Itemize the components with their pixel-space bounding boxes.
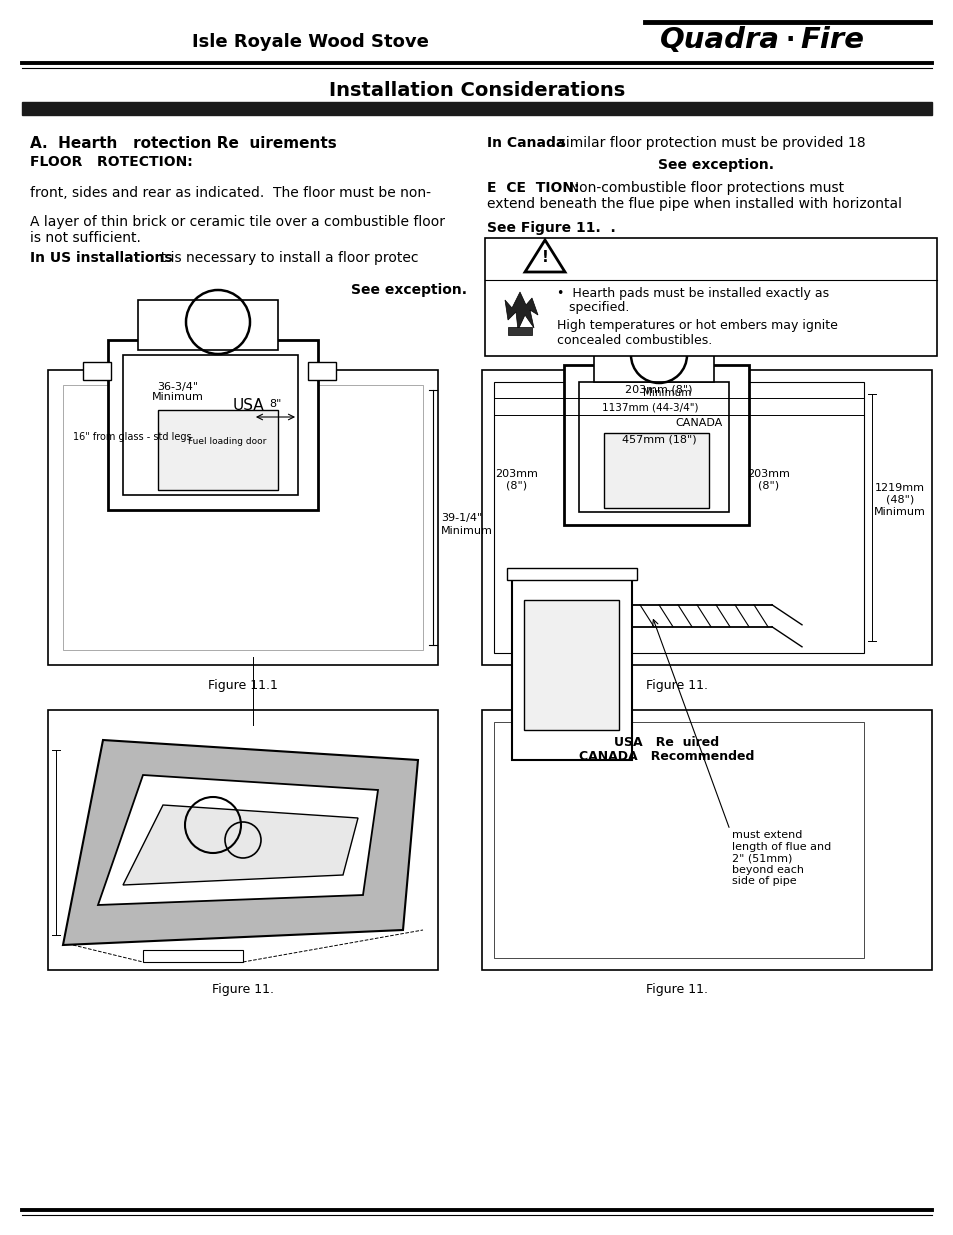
Polygon shape	[63, 740, 417, 945]
Text: FLOOR   ROTECTION:: FLOOR ROTECTION:	[30, 156, 193, 169]
Bar	[563, 366, 748, 525]
Text: USA: USA	[232, 398, 264, 412]
Bar	[83, 362, 111, 380]
Text: High temperatures or hot embers may ignite: High temperatures or hot embers may igni…	[557, 320, 837, 332]
Text: 203mm
(8"): 203mm (8")	[495, 469, 537, 490]
Text: front, sides and rear as indicated.  The floor must be non-: front, sides and rear as indicated. The …	[30, 186, 431, 200]
Text: Isle Royale Wood Stove: Isle Royale Wood Stove	[192, 33, 428, 51]
Text: USA   Re  uired: USA Re uired	[614, 736, 719, 748]
Text: extend beneath the flue pipe when installed with horizontal: extend beneath the flue pipe when instal…	[486, 198, 901, 211]
Bar	[494, 382, 863, 653]
Text: See Figure 11.  .: See Figure 11. .	[486, 221, 615, 235]
Text: concealed combustibles.: concealed combustibles.	[557, 335, 712, 347]
Text: 203mm (8"): 203mm (8")	[624, 385, 692, 395]
Text: Figure 11.1: Figure 11.1	[208, 678, 277, 692]
Text: t is necessary to install a floor protec: t is necessary to install a floor protec	[152, 251, 418, 266]
Text: Figure 11.: Figure 11.	[645, 983, 707, 997]
Text: must extend
length of flue and
2" (51mm)
beyond each
side of pipe: must extend length of flue and 2" (51mm)…	[731, 830, 830, 887]
Text: CANADA   Recommended: CANADA Recommended	[578, 751, 754, 763]
Text: 36-3/4": 36-3/4"	[157, 382, 198, 391]
Bar	[594, 337, 713, 382]
Text: 39-1/4": 39-1/4"	[440, 513, 482, 522]
Text: See exception.: See exception.	[351, 283, 467, 296]
Text: is not sufficient.: is not sufficient.	[30, 231, 141, 245]
Text: ·: ·	[784, 28, 794, 52]
Text: Quadra: Quadra	[659, 26, 780, 54]
Text: 1219mm
(48")
Minimum: 1219mm (48") Minimum	[873, 483, 925, 516]
Bar	[481, 710, 931, 969]
Text: A.  Hearth   rotection Re  uirements: A. Hearth rotection Re uirements	[30, 136, 336, 151]
Bar	[578, 382, 728, 513]
Text: In Canada: In Canada	[486, 136, 565, 149]
Text: Installation Considerations: Installation Considerations	[329, 80, 624, 100]
Text: Fire: Fire	[800, 26, 863, 54]
Bar	[523, 600, 618, 730]
Bar	[123, 354, 297, 495]
Bar	[63, 385, 422, 650]
Text: 16" from glass - std legs: 16" from glass - std legs	[73, 432, 192, 442]
Text: 457mm (18"): 457mm (18")	[621, 435, 696, 445]
Text: Minimum: Minimum	[642, 388, 691, 398]
Polygon shape	[98, 776, 377, 905]
Text: Figure 11.: Figure 11.	[212, 983, 274, 997]
Bar	[484, 238, 936, 356]
Text: 1137mm (44-3/4"): 1137mm (44-3/4")	[602, 403, 731, 412]
Text: See exception.: See exception.	[658, 158, 773, 172]
Bar	[308, 362, 335, 380]
Polygon shape	[123, 805, 357, 885]
Text: 8": 8"	[269, 399, 281, 409]
Bar	[512, 576, 631, 760]
Bar	[48, 370, 437, 664]
Text: •  Hearth pads must be installed exactly as: • Hearth pads must be installed exactly …	[557, 288, 828, 300]
Text: CANADA: CANADA	[675, 417, 721, 429]
Text: Minimum: Minimum	[152, 391, 204, 403]
Bar	[22, 103, 931, 115]
Text: In US installations: In US installations	[30, 251, 172, 266]
Text: specified.: specified.	[557, 301, 629, 315]
Bar	[481, 370, 931, 664]
Text: Fuel loading door: Fuel loading door	[188, 437, 266, 447]
Bar	[507, 327, 532, 335]
Text: Figure 11.: Figure 11.	[645, 678, 707, 692]
Bar	[158, 410, 277, 490]
Text: Minimum: Minimum	[440, 526, 493, 536]
Bar	[138, 300, 277, 350]
Text: !: !	[541, 251, 548, 266]
Text: similar floor protection must be provided 18: similar floor protection must be provide…	[550, 136, 864, 149]
Bar	[48, 710, 437, 969]
Text: 203mm
(8"): 203mm (8")	[747, 469, 790, 490]
Bar	[143, 950, 243, 962]
Text: Non-combustible floor protections must: Non-combustible floor protections must	[559, 182, 843, 195]
Text: A layer of thin brick or ceramic tile over a combustible floor: A layer of thin brick or ceramic tile ov…	[30, 215, 444, 228]
Text: E  CE  TION:: E CE TION:	[486, 182, 578, 195]
Bar	[603, 433, 708, 508]
Polygon shape	[504, 291, 537, 330]
Bar	[506, 568, 637, 580]
Bar	[108, 340, 317, 510]
Bar	[494, 722, 863, 958]
